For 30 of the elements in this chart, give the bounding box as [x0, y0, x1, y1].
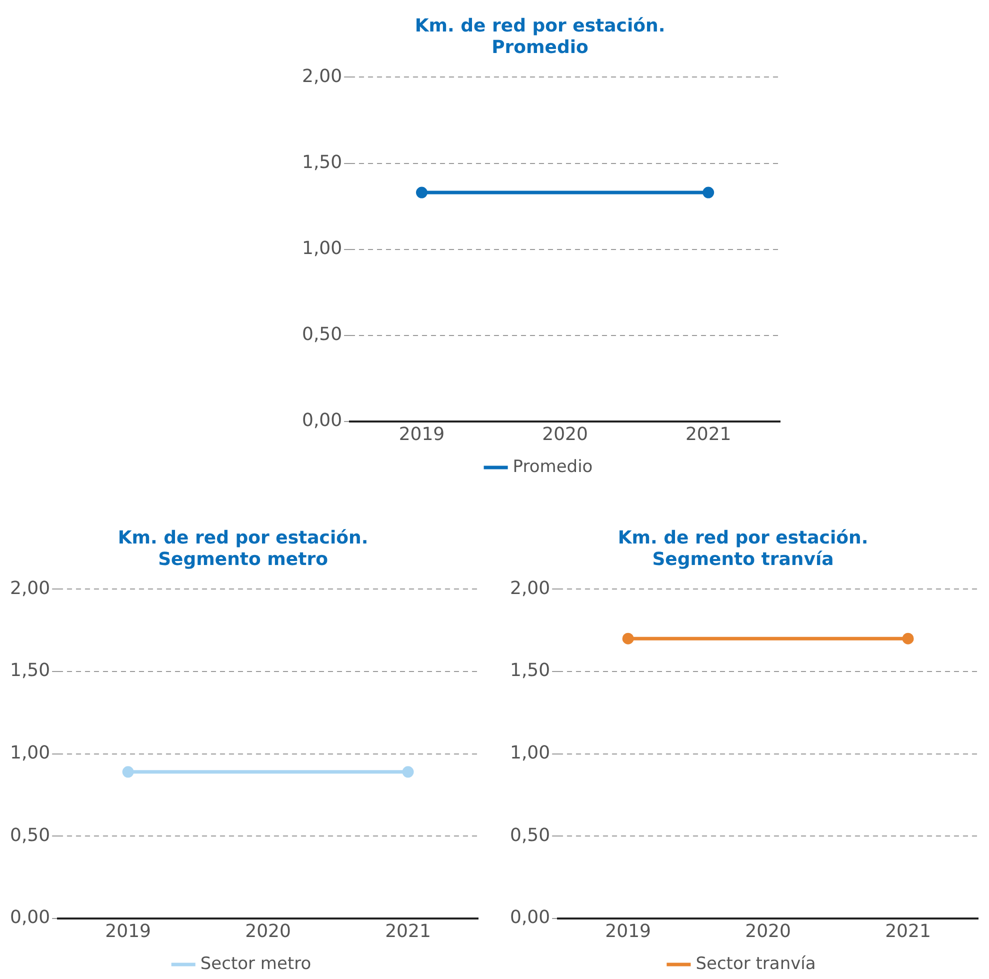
chart-title: Km. de red por estación. Segmento metro: [118, 527, 368, 570]
x-tick-label: 2019: [605, 920, 651, 942]
x-tick-label: 2021: [685, 424, 732, 445]
y-tick-label: 1,00: [10, 742, 50, 764]
y-tick-label: 1,00: [302, 238, 342, 259]
y-tick-label: 2,00: [510, 578, 550, 599]
y-tick-label: 1,00: [510, 742, 550, 764]
legend-label: Promedio: [512, 456, 593, 477]
x-tick-label: 2019: [398, 424, 445, 445]
y-tick-label: 2,00: [10, 578, 50, 599]
y-tick-label: 0,50: [302, 324, 342, 346]
x-tick-label: 2020: [745, 920, 791, 942]
y-tick-label: 2,00: [302, 66, 342, 87]
y-tick-label: 1,50: [510, 660, 550, 682]
legend-label: Sector tranvía: [696, 954, 816, 974]
x-tick-label: 2021: [885, 920, 931, 942]
y-tick-label: 0,50: [10, 824, 50, 846]
x-tick-label: 2020: [245, 920, 291, 942]
x-tick-label: 2020: [542, 424, 588, 445]
chart-title: Km. de red por estación. Promedio: [414, 15, 666, 58]
y-tick-label: 1,50: [302, 152, 342, 173]
y-tick-label: 0,00: [510, 907, 550, 928]
y-tick-label: 1,50: [10, 660, 50, 682]
y-tick-label: 0,50: [510, 824, 550, 846]
y-tick-label: 0,00: [302, 410, 342, 432]
legend-label: Sector metro: [200, 954, 312, 974]
x-tick-label: 2021: [385, 920, 431, 942]
chart-title: Km. de red por estación. Segmento tranvía: [618, 527, 868, 570]
y-tick-label: 0,00: [10, 907, 50, 928]
x-tick-label: 2019: [105, 920, 151, 942]
